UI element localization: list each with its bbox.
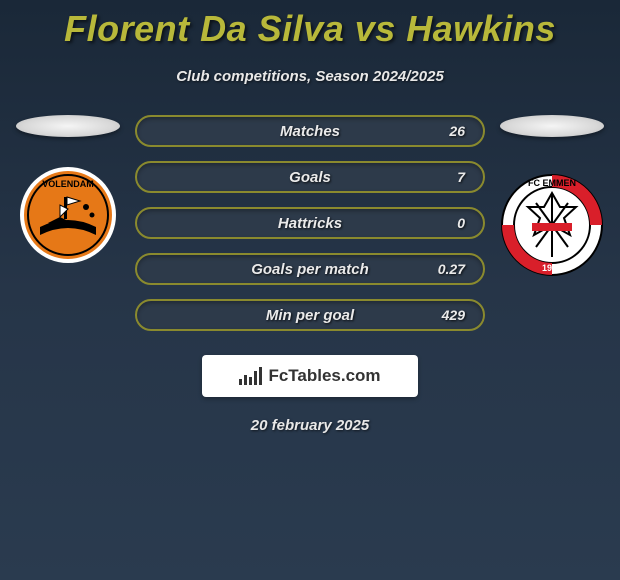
footer-brand[interactable]: FcTables.com [202, 355, 418, 397]
stat-right-value: 7 [457, 169, 465, 185]
left-name-pill [16, 115, 120, 137]
stat-right-value: 0.27 [438, 261, 465, 277]
right-team-crest: FC EMMEN 1925 [500, 173, 604, 282]
right-side: FC EMMEN 1925 [497, 115, 607, 282]
svg-text:1925: 1925 [542, 263, 562, 273]
stat-label: Goals [289, 169, 331, 186]
stat-label: Matches [280, 123, 340, 140]
volendam-crest-icon: VOLENDAM [18, 165, 118, 265]
stat-label: Goals per match [251, 261, 369, 278]
svg-text:FC EMMEN: FC EMMEN [528, 178, 576, 188]
stat-right-value: 429 [442, 307, 465, 323]
footer-brand-text: FcTables.com [268, 366, 380, 386]
stat-row: Goals per match 0.27 [135, 253, 485, 285]
emmen-crest-icon: FC EMMEN 1925 [500, 173, 604, 277]
stat-label: Min per goal [266, 307, 354, 324]
comparison-panel: VOLENDAM Matches 26 Goals 7 Hattricks [0, 115, 620, 331]
stat-row: Goals 7 [135, 161, 485, 193]
subtitle: Club competitions, Season 2024/2025 [0, 68, 620, 85]
left-side: VOLENDAM [13, 115, 123, 270]
svg-text:VOLENDAM: VOLENDAM [42, 179, 94, 189]
right-name-pill [500, 115, 604, 137]
stat-row: Min per goal 429 [135, 299, 485, 331]
stat-rows: Matches 26 Goals 7 Hattricks 0 Goals per… [135, 115, 485, 331]
bar-chart-icon [239, 367, 262, 385]
left-team-crest: VOLENDAM [18, 165, 118, 270]
page-title: Florent Da Silva vs Hawkins [0, 0, 620, 50]
stat-row: Hattricks 0 [135, 207, 485, 239]
stat-right-value: 26 [449, 123, 465, 139]
stat-right-value: 0 [457, 215, 465, 231]
stat-row: Matches 26 [135, 115, 485, 147]
stat-label: Hattricks [278, 215, 342, 232]
footer-date: 20 february 2025 [0, 417, 620, 434]
